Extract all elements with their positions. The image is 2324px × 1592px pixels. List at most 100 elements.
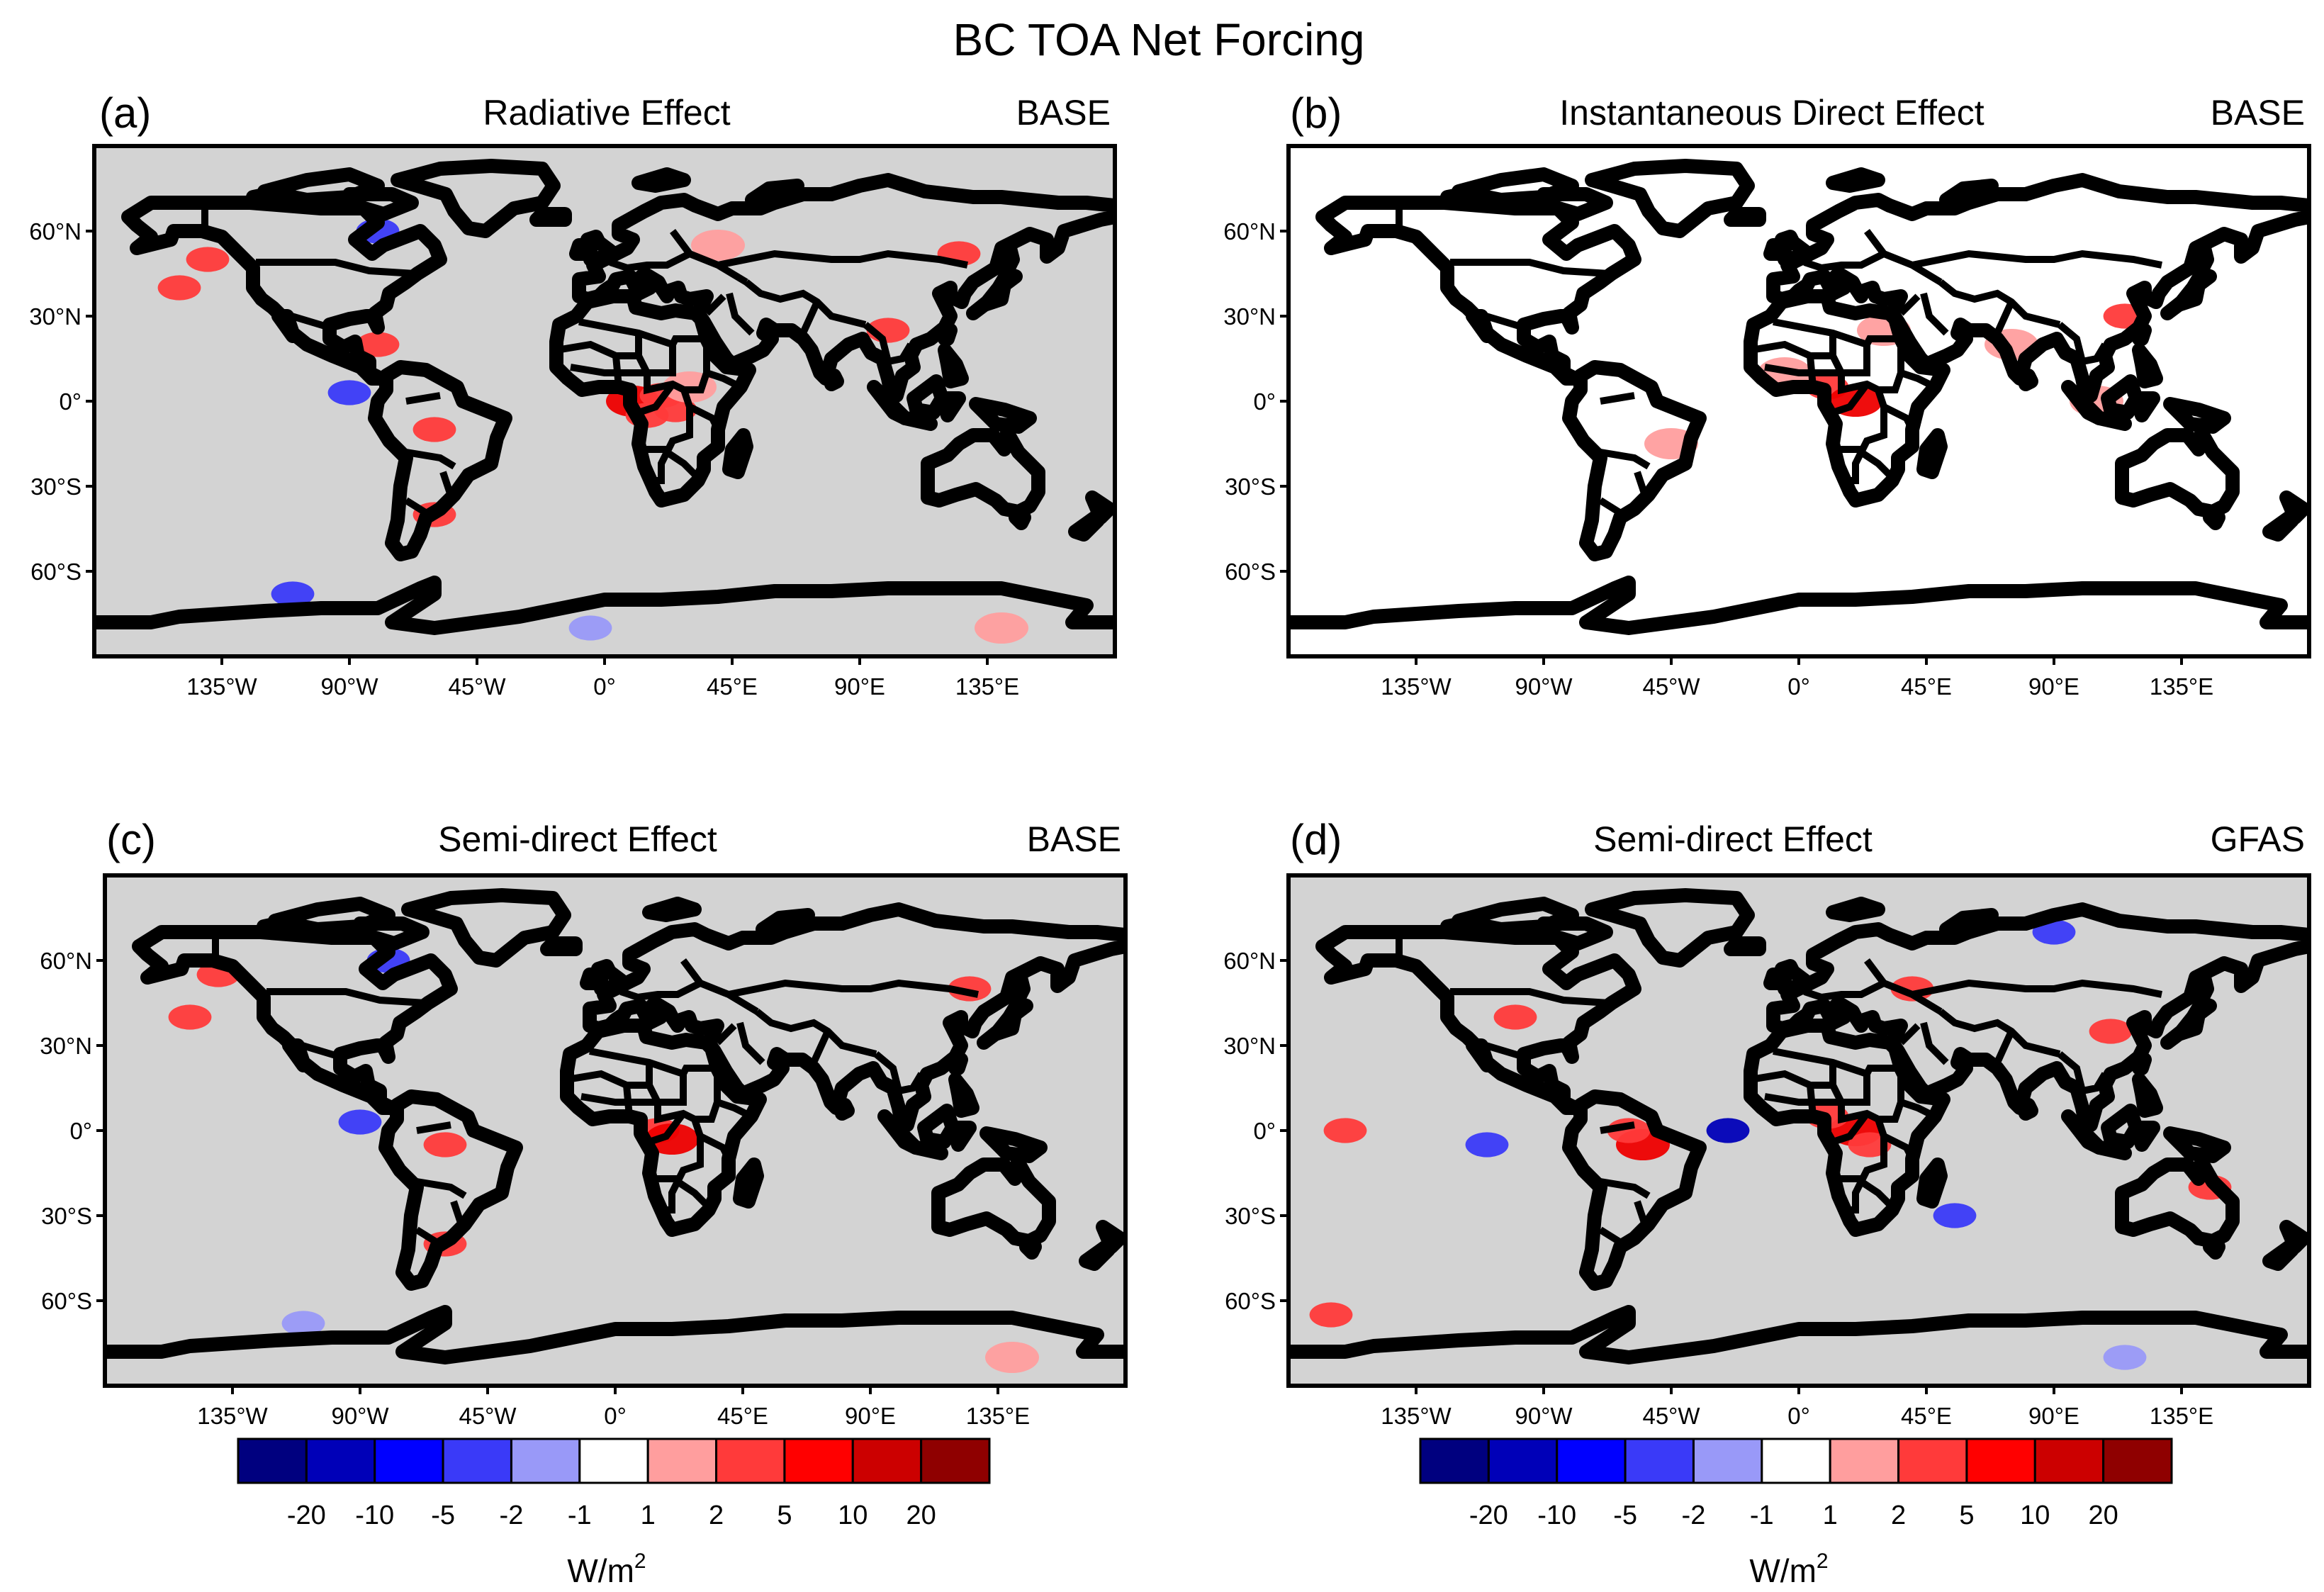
panel-title: Semi-direct Effect [438,819,717,859]
colorbar-tick-label: -1 [1750,1501,1774,1530]
colorbar-tick-label: -20 [287,1501,326,1530]
lon-tick-label: 45°W [1642,1403,1700,1429]
lat-tick-label: 30°N [1223,303,1276,330]
lon-tick-label: 135°E [2150,1403,2213,1429]
colorbar-tick-label: 2 [709,1501,724,1530]
forcing-field [1706,1118,1750,1143]
lat-tick-label: 60°S [1225,1288,1276,1314]
forcing-field [1493,1004,1537,1030]
colorbar-left: -20 -10 -5 -2 -1 1 2 5 10 20 W/m2 [237,1437,991,1589]
forcing-field [1323,1118,1367,1143]
colorbar-tick-label: 2 [1891,1501,1906,1530]
forcing-field [2103,1345,2147,1370]
lat-tick-label: 60°S [41,1288,92,1314]
colorbar-swatch [442,1437,512,1484]
forcing-field [948,976,992,1002]
lat-tick-label: 30°S [1225,473,1276,500]
colorbar-swatch [1556,1437,1627,1484]
lon-tick-label: 90°E [834,673,885,700]
panel-dataset: BASE [1027,819,1121,859]
map-panel-b: (b) Instantaneous Direct Effect BASE 60°N 30… [1223,89,2311,700]
colorbar-tick-label: -20 [1469,1501,1508,1530]
colorbar-swatch [851,1437,923,1484]
colorbar-swatch [1419,1437,1490,1484]
colorbar-units: W/m2 [567,1549,646,1589]
panel-dataset: BASE [2211,93,2305,133]
map-panel-d: (d) Semi-direct Effect GFAS 60°N 30°N 0° 30°S 6… [1223,816,2311,1429]
forcing-field [338,1109,382,1135]
lat-tick-label: 30°N [1223,1033,1276,1059]
colorbar-swatch [578,1437,649,1484]
colorbar-tick-label: 10 [2020,1501,2050,1530]
lon-tick-label: 90°W [1515,673,1573,700]
colorbar-swatch [783,1437,854,1484]
lon-tick-label: 90°E [845,1403,896,1429]
lat-tick-label: 30°N [29,303,82,330]
figure-title: BC TOA Net Forcing [953,14,1365,65]
lon-tick-label: 135°W [186,673,257,700]
forcing-field [271,581,315,607]
forcing-field [568,615,612,641]
lon-tick-label: 135°W [1381,673,1452,700]
lon-tick-label: 45°E [1901,1403,1952,1429]
forcing-field [168,1004,212,1030]
panel-dataset: BASE [1016,93,1111,133]
lat-tick-label: 0° [69,1118,92,1144]
lon-tick-label: 0° [1787,1403,1810,1429]
forcing-field [2032,919,2076,945]
colorbar-swatch [1487,1437,1559,1484]
lat-tick-label: 0° [1253,388,1276,415]
lon-tick-label: 45°E [707,673,758,700]
lon-tick-label: 90°W [320,673,378,700]
colorbar-swatch [1829,1437,1900,1484]
colorbar-tick-label: 20 [906,1501,936,1530]
colorbar-swatch [510,1437,581,1484]
colorbar-swatch [1692,1437,1763,1484]
map-panel-c: (c) Semi-direct Effect BASE 60°N 30°N 0° 30°S 6… [40,816,1128,1429]
colorbar-swatch [1624,1437,1695,1484]
lon-tick-label: 135°E [955,673,1019,700]
forcing-field [186,247,230,272]
forcing-field [1465,1132,1509,1157]
forcing-field [975,612,1028,644]
forcing-field [1309,1302,1353,1328]
forcing-field [327,380,371,405]
forcing-field [356,332,400,357]
lat-tick-label: 60°S [30,559,82,585]
colorbar-swatch [1761,1437,1831,1484]
colorbar-tick-label: 5 [1959,1501,1974,1530]
colorbar-right: -20 -10 -5 -2 -1 1 2 5 10 20 W/m2 [1419,1437,2173,1589]
forcing-field [157,275,201,301]
colorbar-tick-label: -2 [500,1501,524,1530]
colorbar-tick-label: 1 [641,1501,656,1530]
panel-label: (d) [1290,816,1342,863]
colorbar-tick-label: -10 [355,1501,394,1530]
lon-tick-label: 45°W [448,673,506,700]
colorbar-tick-label: -1 [568,1501,592,1530]
lon-tick-label: 0° [1787,673,1810,700]
lon-tick-label: 135°W [197,1403,268,1429]
lat-tick-label: 60°S [1225,559,1276,585]
lat-tick-label: 30°N [40,1033,92,1059]
forcing-field [2089,1019,2133,1044]
forcing-field [691,230,745,261]
forcing-field [423,1132,467,1157]
colorbar-tick-label: -5 [1613,1501,1637,1530]
panel-title: Instantaneous Direct Effect [1559,93,1985,133]
colorbar-tick-label: -10 [1537,1501,1576,1530]
lon-tick-label: 90°E [2028,673,2079,700]
colorbar-units: W/m2 [1749,1549,1828,1589]
lon-tick-label: 90°W [331,1403,389,1429]
lon-tick-label: 45°E [1901,673,1952,700]
lat-tick-label: 30°S [41,1203,92,1229]
lon-tick-label: 135°E [966,1403,1030,1429]
colorbar-tick-label: 5 [777,1501,792,1530]
lon-tick-label: 0° [593,673,616,700]
colorbar-swatch [920,1437,991,1484]
lon-tick-label: 0° [604,1403,627,1429]
colorbar-tick-label: -2 [1682,1501,1706,1530]
colorbar-swatch [374,1437,444,1484]
colorbar-swatch [237,1437,308,1484]
colorbar-tick-label: 10 [838,1501,868,1530]
forcing-field [985,1342,1039,1373]
